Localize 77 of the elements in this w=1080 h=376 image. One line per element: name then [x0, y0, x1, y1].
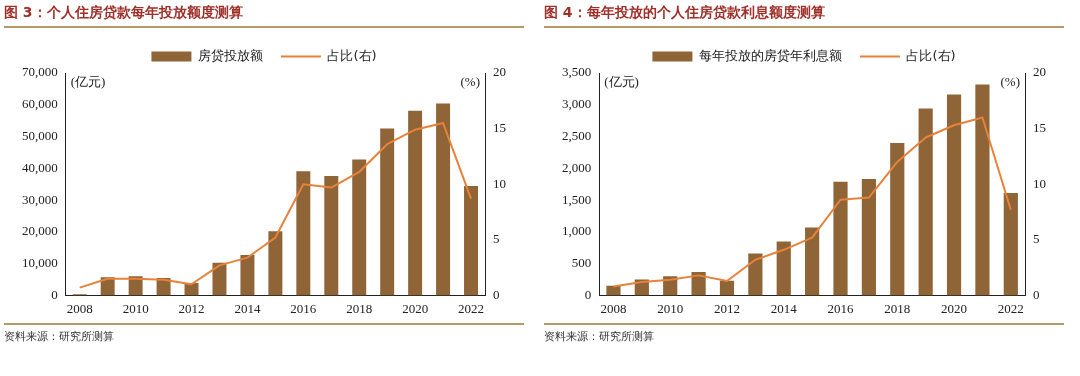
- x-tick-label: 2020: [402, 300, 429, 316]
- y-tick-label: 0: [51, 286, 58, 302]
- bar: [946, 94, 962, 296]
- text: 资料来源：研究所测算: [544, 323, 1064, 344]
- x-tick-label: 2012: [713, 300, 740, 316]
- x-tick-label: 2012: [178, 300, 205, 316]
- legend-label: 每年投放的房贷年利息额: [698, 47, 842, 63]
- y2-tick-label: 0: [1033, 286, 1040, 302]
- bar: [268, 231, 283, 296]
- y-tick-label: 3,500: [562, 64, 592, 80]
- y-tick-label: 1,000: [562, 223, 592, 239]
- y2-axis-title: (%): [460, 73, 480, 89]
- bar: [408, 110, 423, 296]
- x-tick-label: 2008: [600, 300, 627, 316]
- x-tick-label: 2014: [770, 300, 798, 316]
- y-tick-label: 3,000: [562, 96, 592, 112]
- bar: [436, 103, 451, 296]
- y-tick-label: 0: [584, 286, 592, 302]
- x-tick-label: 2020: [941, 300, 968, 316]
- chart-title: 图 3：个人住房贷款每年投放额度测算: [4, 0, 524, 28]
- bar: [240, 255, 255, 296]
- legend-label: 房贷投放额: [197, 47, 263, 63]
- y-tick-label: 500: [571, 255, 592, 271]
- y2-tick-label: 0: [493, 286, 500, 302]
- x-tick-label: 2022: [458, 300, 485, 316]
- bar: [380, 128, 395, 296]
- bar: [691, 271, 706, 296]
- x-tick-label: 2008: [66, 300, 93, 316]
- bar: [296, 171, 311, 296]
- bar: [719, 280, 735, 296]
- bar: [975, 84, 990, 296]
- text: 资料来源：研究所测算: [4, 323, 524, 344]
- y2-tick-label: 10: [1033, 175, 1046, 191]
- bar: [833, 181, 848, 296]
- y-axis-title: (亿元): [70, 73, 106, 89]
- y2-tick-label: 5: [1033, 231, 1040, 247]
- x-tick-label: 2016: [827, 300, 855, 316]
- y-tick-label: 60,000: [22, 96, 58, 112]
- y2-tick-label: 5: [493, 231, 500, 247]
- y-tick-label: 50,000: [22, 127, 58, 143]
- bar: [606, 285, 621, 296]
- bar: [805, 227, 820, 296]
- x-tick-label: 2022: [997, 300, 1024, 316]
- y2-tick-label: 20: [493, 64, 506, 80]
- x-tick-label: 2018: [884, 300, 911, 316]
- y-tick-label: 20,000: [22, 223, 58, 239]
- bar: [776, 241, 791, 296]
- y2-tick-label: 15: [1033, 120, 1046, 136]
- bar: [890, 142, 905, 296]
- x-tick-label: 2018: [346, 300, 373, 316]
- y2-tick-label: 15: [493, 120, 506, 136]
- bar: [861, 179, 876, 296]
- y-tick-label: 1,500: [562, 191, 592, 207]
- y-tick-label: 70,000: [22, 64, 58, 80]
- bar: [324, 175, 339, 296]
- y2-tick-label: 10: [493, 175, 506, 191]
- legend-label: 占比(右): [327, 47, 377, 63]
- x-tick-label: 2016: [290, 300, 317, 316]
- y-tick-label: 30,000: [22, 191, 58, 207]
- bar: [464, 186, 479, 296]
- x-tick-label: 2010: [657, 300, 684, 316]
- x-tick-label: 2010: [122, 300, 149, 316]
- y2-tick-label: 20: [1033, 64, 1046, 80]
- bar: [1003, 193, 1018, 296]
- bar: [918, 108, 933, 296]
- legend-label: 占比(右): [906, 47, 956, 63]
- y-tick-label: 40,000: [22, 159, 58, 175]
- bar: [352, 159, 367, 296]
- bar: [748, 253, 763, 296]
- y-tick-label: 2,000: [562, 159, 592, 175]
- y-axis-title: (亿元): [604, 73, 639, 89]
- y-tick-label: 10,000: [22, 255, 58, 271]
- bar: [212, 262, 227, 296]
- chart-title: 图 4：每年投放的个人住房贷款利息额度测算: [544, 0, 1064, 28]
- x-tick-label: 2014: [234, 300, 261, 316]
- y2-axis-title: (%): [1000, 73, 1020, 89]
- y-tick-label: 2,500: [562, 127, 592, 143]
